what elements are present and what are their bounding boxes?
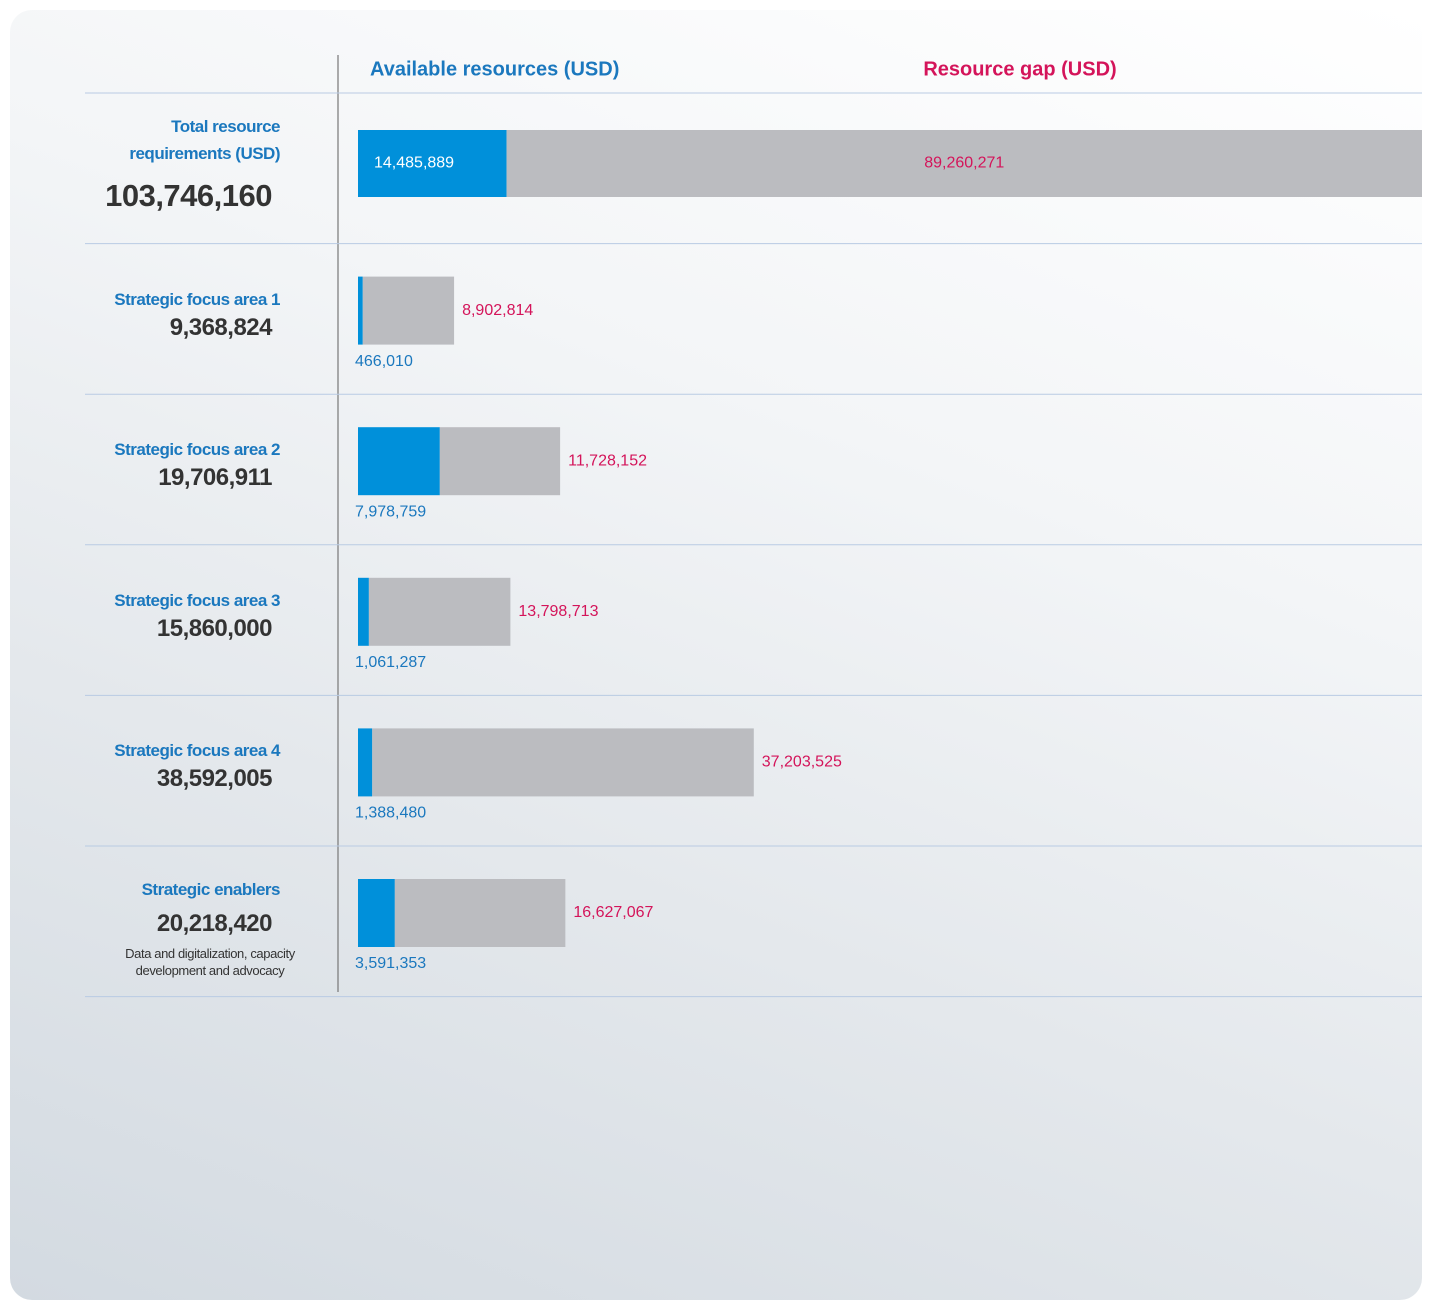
bar-segment [506, 130, 1422, 197]
value-label: 89,260,271 [924, 155, 1004, 172]
total-label: 20,218,420 [156, 910, 273, 937]
value-label: 16,627,067 [573, 904, 653, 921]
value-label: 3,591,353 [355, 955, 426, 972]
value-label: 13,798,713 [518, 603, 598, 620]
value-label: 11,728,152 [568, 452, 647, 469]
category-label: Total resource requirements (USD) [129, 117, 280, 163]
card [10, 10, 1422, 1300]
value-label: 466,010 [355, 353, 413, 370]
total-label: 19,706,911 [158, 464, 272, 492]
bar-segment [358, 130, 507, 197]
bar-segment [368, 577, 511, 646]
total-label: 103,746,160 [105, 178, 272, 213]
value-label: 8,902,814 [462, 302, 533, 319]
value-label: 37,203,525 [762, 754, 842, 771]
bar-segment [358, 276, 363, 345]
bar-segment [439, 427, 561, 496]
category-label: Strategic focus area 4 [114, 741, 280, 761]
annotation: Data and digitalization, capacity develo… [125, 946, 295, 978]
bar-segment [358, 728, 373, 797]
category-label: Strategic focus area 2 [114, 440, 280, 460]
category-label: Strategic focus area 3 [114, 590, 280, 610]
bar-segment [358, 427, 440, 496]
bar-segment [358, 879, 395, 947]
category-label: Strategic focus area 1 [114, 289, 280, 309]
legend-available: Available resources (USD) [370, 58, 619, 80]
bar-segment [372, 728, 754, 797]
total-label: 38,592,005 [156, 765, 273, 793]
bar-segment [362, 276, 455, 345]
category-label: Strategic enablers [141, 880, 281, 899]
value-label: 1,388,480 [355, 805, 426, 822]
value-label: 1,061,287 [355, 654, 426, 671]
legend-gap: Resource gap (USD) [923, 58, 1116, 80]
total-label: 15,860,000 [156, 614, 273, 642]
bar-segment [394, 879, 566, 947]
total-label: 9,368,824 [169, 313, 273, 341]
value-label: 14,485,889 [374, 155, 454, 172]
bar-segment [358, 577, 369, 646]
value-label: 7,978,759 [355, 503, 426, 520]
